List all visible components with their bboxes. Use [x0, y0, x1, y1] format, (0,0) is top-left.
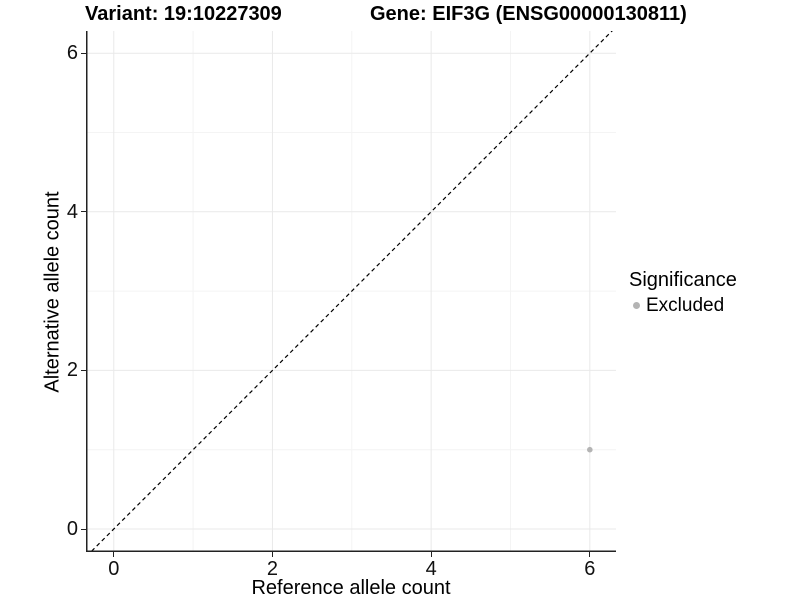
legend-item-excluded: Excluded: [629, 295, 737, 316]
data-point: [587, 446, 593, 453]
plot-title-variant: Variant: 19:10227309: [85, 3, 282, 25]
legend-item-label: Excluded: [646, 295, 725, 316]
x-tick-mark: [430, 552, 432, 557]
y-tick-mark: [81, 528, 86, 530]
x-tick-label-0: 0: [108, 558, 120, 580]
x-tick-mark: [589, 552, 591, 557]
legend: Significance Excluded: [629, 269, 737, 316]
x-tick-label-2: 2: [266, 558, 278, 580]
y-tick-mark: [81, 211, 86, 213]
plot-canvas: [86, 31, 616, 552]
x-tick-label-4: 4: [425, 558, 437, 580]
x-tick-mark: [271, 552, 273, 557]
plot-title-gene: Gene: EIF3G (ENSG00000130811): [370, 3, 687, 25]
x-tick-mark: [113, 552, 115, 557]
y-axis-title: Alternative allele count: [41, 191, 64, 393]
legend-title: Significance: [629, 269, 737, 291]
x-axis-title: Reference allele count: [251, 577, 451, 599]
y-tick-label-0: 0: [66, 518, 78, 540]
x-tick-label-6: 6: [584, 558, 596, 580]
y-tick-label-2: 2: [66, 359, 78, 382]
y-tick-label-6: 6: [66, 42, 78, 65]
excluded-dot-icon: [633, 302, 640, 309]
y-tick-label-4: 4: [66, 200, 78, 223]
y-tick-mark: [81, 369, 86, 371]
y-tick-mark: [81, 52, 86, 54]
identity-dashed-line: [89, 31, 613, 552]
plot-panel: [86, 31, 616, 552]
